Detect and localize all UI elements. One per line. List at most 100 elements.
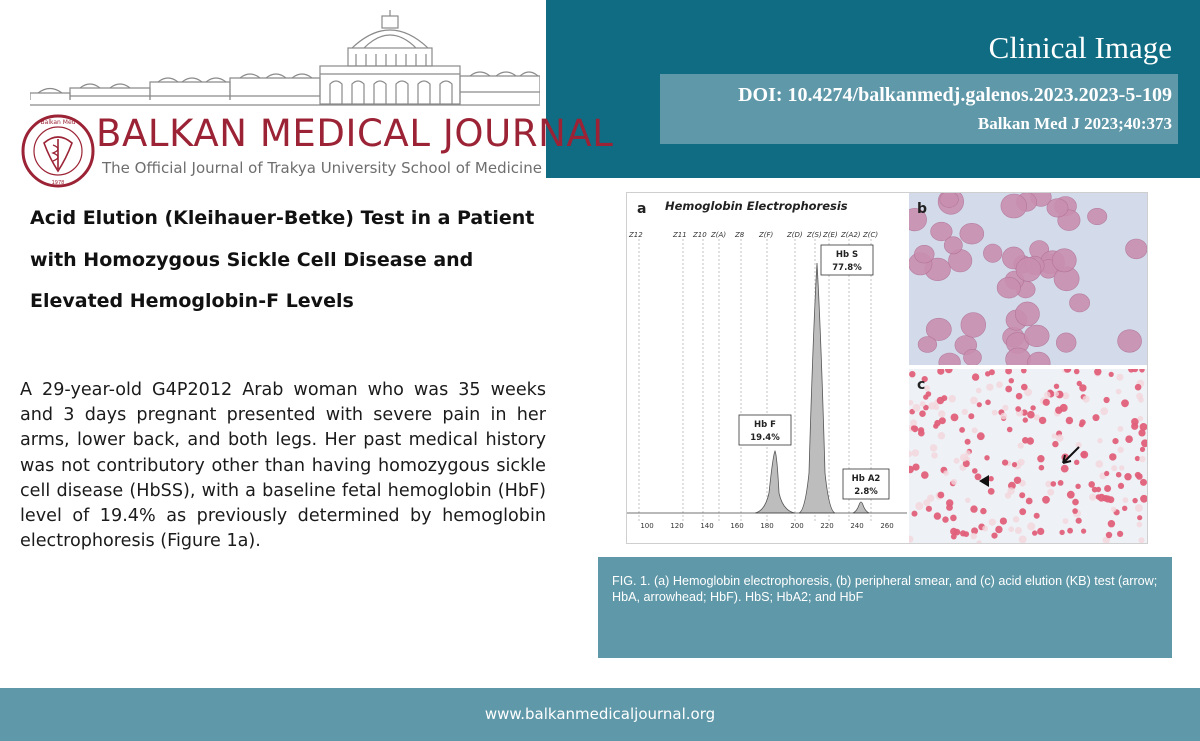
stained-cell [1062,392,1070,400]
stained-cell [921,376,928,383]
stained-cell [911,510,918,517]
journal-building-logo [30,10,540,106]
stained-cell [1011,462,1018,468]
stained-cell [970,505,978,513]
stained-cell [1092,414,1100,422]
stained-cell [933,404,940,411]
stained-cell [1107,520,1116,528]
stained-cell [1015,392,1023,400]
stained-cell [1139,446,1146,452]
zone-label: Z(C) [862,231,878,239]
stained-cell [918,427,925,434]
red-cell [996,276,1021,299]
stained-cell [1059,403,1068,412]
stained-cell [1137,415,1144,422]
stained-cell [1080,450,1089,459]
stained-cell [1128,369,1135,373]
stained-cell [968,413,975,420]
svg-text:Balkan Med: Balkan Med [41,119,76,126]
red-cell [1087,208,1108,225]
stained-cell [1021,369,1027,374]
red-cell [1015,257,1042,282]
stained-cell [1110,506,1117,513]
stained-cell [976,540,982,543]
stained-cell [936,396,945,405]
stained-cell [1053,391,1059,397]
stained-cell [1104,495,1112,503]
stained-cell [923,404,929,411]
stained-cell [938,410,946,418]
stained-cell [925,505,932,512]
stained-cell [1051,433,1057,439]
stained-cell [921,471,929,479]
stained-cell [987,488,995,495]
stained-cell [919,410,926,417]
stained-cell [960,453,968,462]
stained-cell [1042,495,1050,504]
hba2-peak [852,501,870,514]
stained-cell [1030,405,1036,411]
stained-cell [1060,464,1069,473]
stained-cell [946,499,954,507]
stained-cell [1075,483,1081,489]
footer-url-link[interactable]: www.balkanmedicaljournal.org [484,705,716,723]
zone-label: Z10 [692,231,707,239]
red-cell [1024,324,1050,347]
stained-cell [970,396,978,405]
stained-cell [1104,485,1112,492]
stained-cell [960,530,967,537]
stained-cell [919,401,926,407]
stained-cell [982,525,988,532]
stained-cell [909,371,916,378]
stained-cell [1121,399,1129,408]
stained-cell [1002,404,1009,411]
stained-cell [929,444,938,452]
red-cell [943,236,963,255]
stained-cell [995,525,1003,534]
stained-cell [1066,490,1075,499]
panel-a-title: Hemoglobin Electrophoresis [665,199,848,213]
journal-subtitle: The Official Journal of Trakya Universit… [102,159,542,177]
stained-cell [985,399,991,406]
stained-cell [923,394,929,400]
stained-cell [1141,439,1147,448]
red-cell [1026,351,1051,365]
article-title: Acid Elution (Kleihauer-Betke) Test in a… [30,207,535,312]
stained-cell [1053,383,1060,389]
zone-label: Z(A) [710,231,726,239]
stained-cell [1072,498,1079,506]
stained-cell [910,425,917,431]
doi-text[interactable]: DOI: 10.4274/balkanmedj.galenos.2023.202… [738,84,1172,106]
stained-cell [1017,458,1025,466]
red-cell [1052,248,1077,273]
stained-cell [1057,480,1064,486]
stained-cell [1117,530,1124,537]
red-cell [960,312,987,338]
red-cell [963,349,982,365]
stained-cell [961,408,968,415]
x-tick: 140 [700,522,713,530]
stained-cell [1125,435,1133,443]
stained-cell [976,432,985,441]
svg-text:1978: 1978 [52,180,65,186]
stained-cell [988,476,994,482]
stained-cell [1089,493,1097,501]
journal-name: BALKAN MEDICAL JOURNAL [96,112,614,155]
stained-cell [1095,460,1104,468]
stained-cell [1122,505,1128,511]
stained-cell [976,402,982,408]
stained-cell [1033,414,1040,421]
stained-cell [937,432,946,440]
stained-cell [1042,398,1050,406]
stained-cell [950,533,957,540]
stained-cell [1056,434,1064,442]
stained-cell [1000,412,1008,420]
stained-cell [991,409,998,416]
stained-cell [923,499,931,507]
stained-cell [1081,528,1087,534]
x-tick: 260 [880,522,893,530]
stained-cell [931,452,938,459]
red-cell [1125,238,1147,260]
stained-cell [971,427,978,434]
stained-cell [1095,486,1102,493]
